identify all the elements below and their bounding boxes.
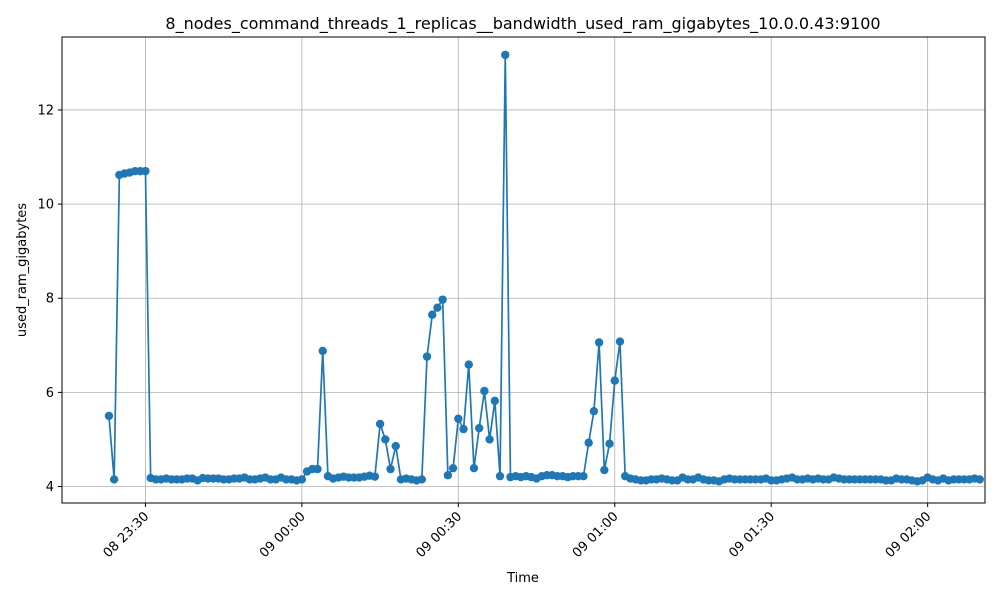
data-point — [975, 475, 984, 484]
chart-title: 8_nodes_command_threads_1_replicas__band… — [165, 14, 880, 34]
data-point — [464, 360, 473, 369]
series-line — [108, 54, 980, 483]
grid-lines — [62, 37, 985, 503]
data-point — [480, 386, 489, 396]
series-layer — [104, 50, 984, 486]
data-point — [391, 441, 400, 451]
data-point — [438, 295, 447, 304]
data-point — [443, 471, 453, 480]
data-point — [501, 50, 510, 60]
y-tick-label: 12 — [37, 103, 54, 118]
data-point — [375, 419, 385, 429]
data-point — [584, 438, 593, 447]
x-tick-label: 09 01:30 — [726, 509, 778, 561]
data-point — [459, 424, 468, 434]
data-point — [594, 338, 604, 347]
data-point — [474, 423, 484, 433]
data-point — [104, 411, 114, 421]
data-point — [386, 464, 395, 474]
data-point — [417, 475, 427, 484]
data-point — [428, 310, 437, 319]
data-point — [422, 352, 432, 361]
y-tick-label: 6 — [46, 386, 54, 401]
data-point — [454, 414, 463, 423]
data-point — [579, 471, 588, 481]
data-point — [610, 376, 619, 385]
y-axis-label: used_ram_gigabytes — [15, 203, 30, 337]
x-tick-label: 09 02:00 — [883, 509, 935, 561]
x-axis-label: Time — [506, 571, 539, 586]
plot-frame — [61, 36, 986, 504]
data-point — [313, 464, 322, 474]
x-tick-label: 09 00:00 — [257, 509, 309, 561]
y-tick-label: 4 — [46, 480, 54, 495]
data-point — [109, 475, 119, 484]
axis-ticks: 4 6 8 10 12 08 23:30 09 00:00 09 00:30 09 01:00 0… — [37, 103, 934, 560]
data-point — [433, 303, 442, 312]
data-point — [297, 475, 307, 484]
data-point — [381, 435, 390, 444]
x-tick-label: 09 00:30 — [413, 509, 465, 561]
data-point — [469, 463, 479, 473]
data-point — [495, 471, 505, 481]
data-point — [589, 407, 599, 416]
data-point — [615, 337, 625, 346]
data-point — [318, 346, 327, 356]
data-point — [490, 396, 500, 406]
x-tick-label: 08 23:30 — [101, 509, 153, 561]
data-point — [448, 463, 458, 473]
data-point — [485, 435, 494, 444]
data-point — [141, 166, 150, 176]
x-tick-label: 09 01:00 — [570, 509, 622, 561]
y-tick-label: 10 — [37, 198, 54, 213]
data-point — [605, 439, 614, 448]
data-point — [600, 465, 609, 475]
data-point — [370, 472, 380, 481]
y-tick-label: 8 — [46, 292, 54, 307]
